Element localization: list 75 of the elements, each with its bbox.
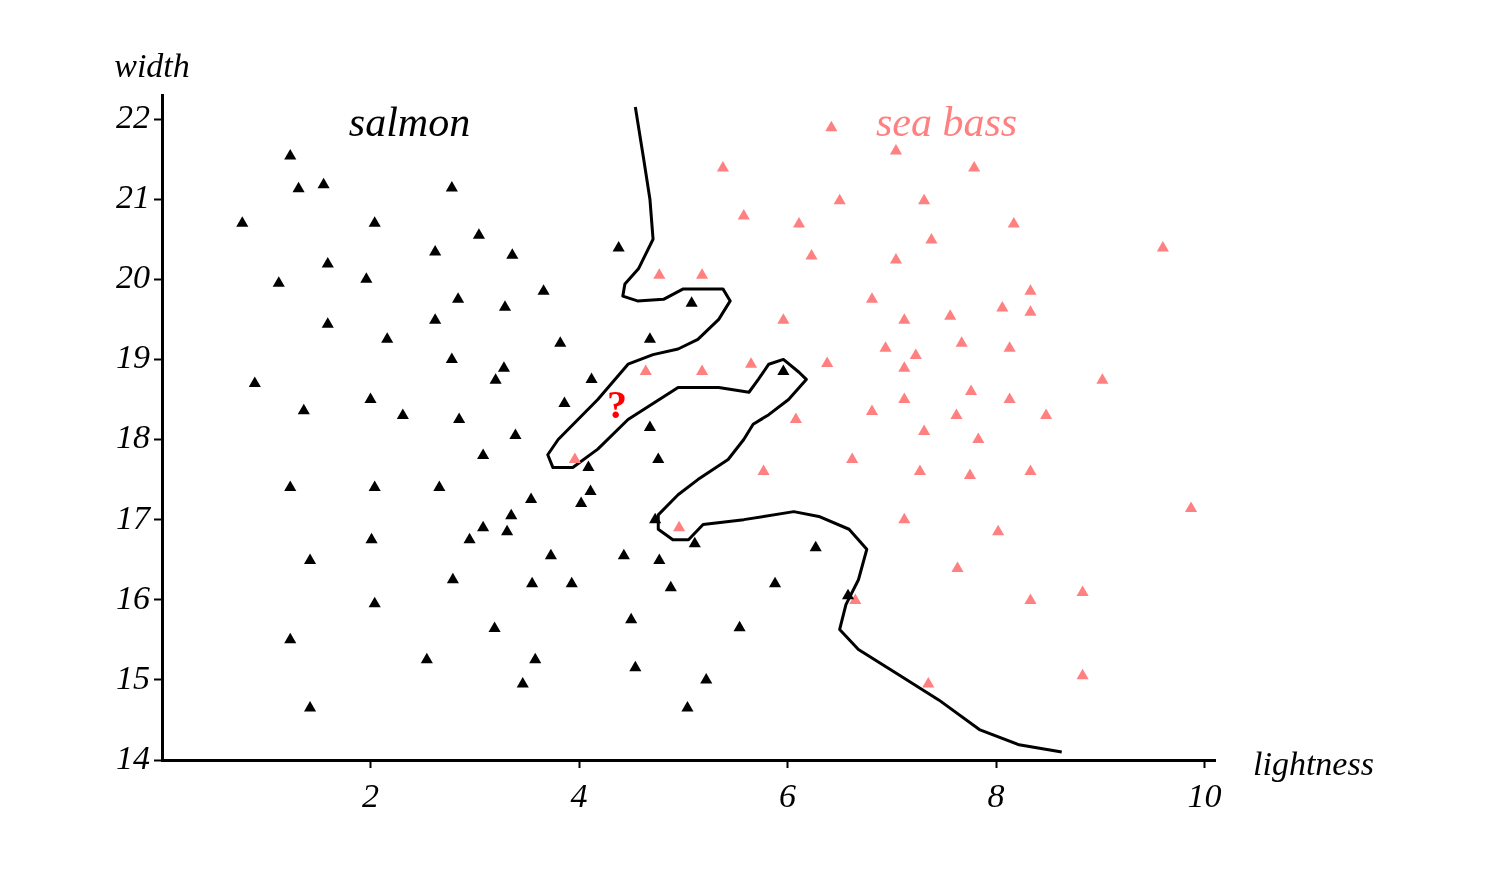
point — [992, 524, 1005, 536]
point — [898, 392, 911, 403]
point — [950, 408, 963, 419]
series-label: salmon — [348, 99, 471, 146]
y-tick-label: 14 — [116, 738, 150, 776]
point — [996, 301, 1009, 312]
y-axis-title: width — [114, 46, 190, 84]
point — [1003, 392, 1016, 403]
point — [695, 364, 709, 375]
point — [925, 233, 938, 244]
point — [653, 268, 666, 279]
point — [833, 193, 846, 205]
point — [805, 249, 818, 260]
y-tick-label: 21 — [116, 178, 150, 216]
point — [918, 193, 931, 205]
x-tick-label: 6 — [779, 777, 797, 815]
point — [963, 468, 977, 480]
point — [744, 357, 758, 368]
point — [716, 160, 729, 172]
x-axis-title: lightness — [1253, 744, 1374, 782]
x-tick-label: 4 — [570, 777, 588, 815]
point — [1096, 373, 1109, 384]
point — [789, 412, 802, 423]
point — [898, 313, 911, 324]
point — [1007, 216, 1020, 228]
series-label: sea bass — [875, 99, 1018, 146]
y-tick-label: 17 — [116, 498, 152, 536]
point — [944, 309, 957, 320]
y-tick-label: 18 — [116, 418, 150, 456]
point — [849, 593, 862, 605]
point — [1003, 341, 1016, 352]
point — [1024, 464, 1037, 476]
point — [1076, 668, 1089, 680]
point — [968, 160, 981, 172]
point — [1024, 284, 1037, 295]
point — [922, 676, 935, 688]
x-tick-label: 2 — [362, 777, 380, 815]
point — [913, 464, 927, 476]
y-tick-label: 19 — [116, 338, 150, 376]
point — [821, 356, 834, 367]
point — [1040, 408, 1053, 419]
point — [568, 452, 581, 464]
point — [898, 361, 911, 372]
point — [1184, 501, 1198, 512]
point — [825, 120, 838, 132]
point — [865, 404, 879, 415]
point — [777, 313, 790, 324]
point — [1156, 241, 1169, 252]
point — [951, 561, 964, 573]
point — [673, 520, 686, 532]
point — [918, 424, 931, 436]
y-tick-label: 16 — [116, 578, 150, 616]
point — [964, 384, 978, 395]
point — [695, 268, 709, 279]
point — [972, 432, 985, 444]
point — [737, 208, 750, 220]
point — [1024, 593, 1037, 605]
x-tick-label: 10 — [1187, 777, 1222, 815]
point — [889, 144, 903, 155]
point — [1076, 585, 1089, 597]
y-tick-label: 22 — [116, 97, 150, 135]
point — [879, 341, 892, 352]
point — [639, 364, 652, 375]
point — [955, 336, 968, 347]
point — [865, 292, 879, 303]
point — [757, 464, 770, 476]
point — [898, 512, 911, 524]
y-tick-label: 20 — [116, 258, 150, 296]
point — [909, 348, 922, 359]
x-tick-label: 8 — [987, 777, 1005, 815]
point — [1024, 305, 1037, 316]
annotation: ? — [606, 381, 627, 427]
y-tick-label: 15 — [116, 658, 150, 696]
point — [889, 253, 903, 264]
point — [846, 452, 859, 464]
